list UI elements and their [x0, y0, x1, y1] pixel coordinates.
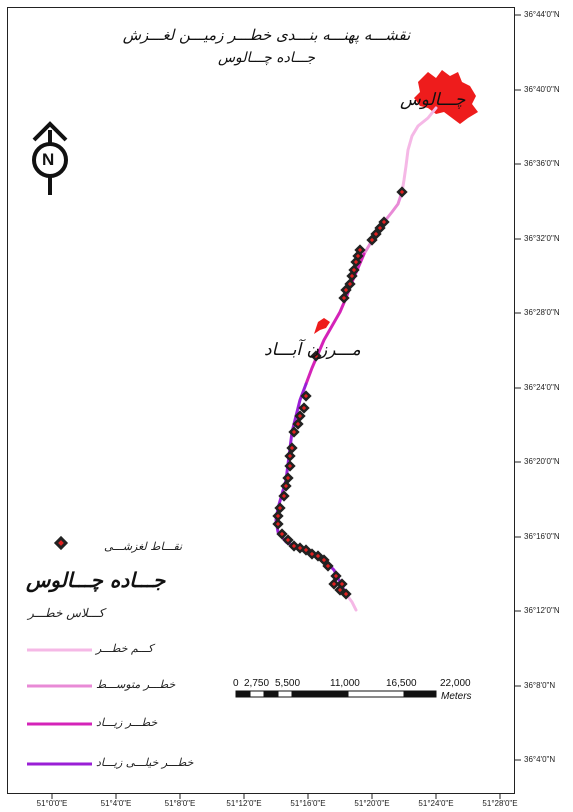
lon-label: 51°0'0"E	[36, 799, 68, 808]
landslide-point	[328, 578, 340, 590]
legend-class-very-high: خطـــر خیلـــی زیـــاد	[96, 756, 194, 769]
scale-label: 16,500	[386, 678, 417, 689]
scale-label: 22,000	[440, 678, 471, 689]
landslide-point	[276, 528, 288, 540]
scale-bar	[235, 690, 437, 698]
lat-label: 36°28'0"N	[524, 308, 560, 317]
scale-label: 11,000	[330, 678, 360, 689]
legend-class-high: خطـــر زیـــاد	[96, 716, 158, 729]
landslide-point	[294, 410, 306, 422]
lat-label: 36°16'0"N	[524, 532, 560, 541]
lat-label: 36°36'0"N	[524, 159, 560, 168]
place-chalus: چـــالوس	[400, 90, 466, 110]
lat-label: 36°32'0"N	[524, 234, 560, 243]
landslide-point	[350, 256, 362, 268]
landslide-point	[282, 472, 294, 484]
lon-label: 51°20'0"E	[354, 799, 390, 808]
landslide-point	[288, 426, 300, 438]
landslide-point	[284, 450, 296, 462]
lon-label: 51°28'0"E	[482, 799, 518, 808]
scale-label: 2,750	[244, 678, 270, 689]
lat-label: 36°12'0"N	[524, 606, 560, 615]
map-title: نقشـــه پهنـــه بنـــدی خطـــر زمیـــن ل…	[122, 26, 411, 44]
legend-symbols	[27, 535, 92, 766]
landslide-point	[322, 560, 334, 572]
landslide-point	[272, 510, 284, 522]
lat-label: 36°4'0"N	[524, 755, 556, 764]
landslide-point	[330, 570, 342, 582]
legend-class-low: کـــم خطـــر	[96, 642, 154, 655]
legend-road-label: جـــاده چـــالوس	[26, 568, 166, 592]
landslide-point	[366, 234, 378, 246]
landslide-point	[396, 186, 408, 198]
landslide-point	[346, 270, 358, 282]
landslide-point	[282, 534, 294, 546]
landslide-point	[300, 390, 312, 402]
landslide-point	[338, 292, 350, 304]
place-marzanabad: مـــرزن آبـــاد	[264, 340, 361, 360]
lon-ticks	[51, 794, 501, 799]
landslide-point	[292, 418, 304, 430]
landslide-point	[298, 402, 310, 414]
legend-class-medium: خطـــر متوســـط	[96, 678, 176, 691]
marzanabad-area	[314, 318, 330, 334]
landslide-point	[272, 518, 284, 530]
landslide-point	[274, 502, 286, 514]
road-segment-low	[400, 106, 438, 194]
scale-unit: Meters	[441, 691, 472, 702]
landslide-point	[286, 442, 298, 454]
scale-label: 0	[233, 678, 239, 689]
landslide-point	[334, 584, 346, 596]
lon-label: 51°24'0"E	[418, 799, 454, 808]
scale-label: 5,500	[275, 678, 301, 689]
lat-label: 36°40'0"N	[524, 85, 560, 94]
lat-label: 36°20'0"N	[524, 457, 560, 466]
landslide-points	[272, 186, 408, 600]
north-letter: N	[42, 150, 55, 169]
lat-label: 36°24'0"N	[524, 383, 560, 392]
north-arrow	[32, 121, 68, 195]
lon-label: 51°16'0"E	[290, 799, 326, 808]
landslide-point	[310, 350, 322, 362]
legend-points-label: نقـــاط لغزشـــی	[104, 540, 183, 553]
map-frame	[7, 7, 515, 794]
chalus-area	[414, 70, 478, 124]
landslide-point	[280, 480, 292, 492]
landslide-point	[278, 490, 290, 502]
lon-label: 51°12'0"E	[226, 799, 262, 808]
map-subtitle: جـــاده چـــالوس	[217, 50, 316, 66]
lat-label: 36°44'0"N	[524, 10, 560, 19]
lat-ticks	[515, 14, 521, 761]
landslide-point	[284, 460, 296, 472]
lon-label: 51°8'0"E	[164, 799, 196, 808]
landslide-point	[340, 284, 352, 296]
lon-label: 51°4'0"E	[100, 799, 132, 808]
lat-label: 36°8'0"N	[524, 681, 556, 690]
legend-class-title: کـــلاس خطـــر	[28, 606, 105, 620]
